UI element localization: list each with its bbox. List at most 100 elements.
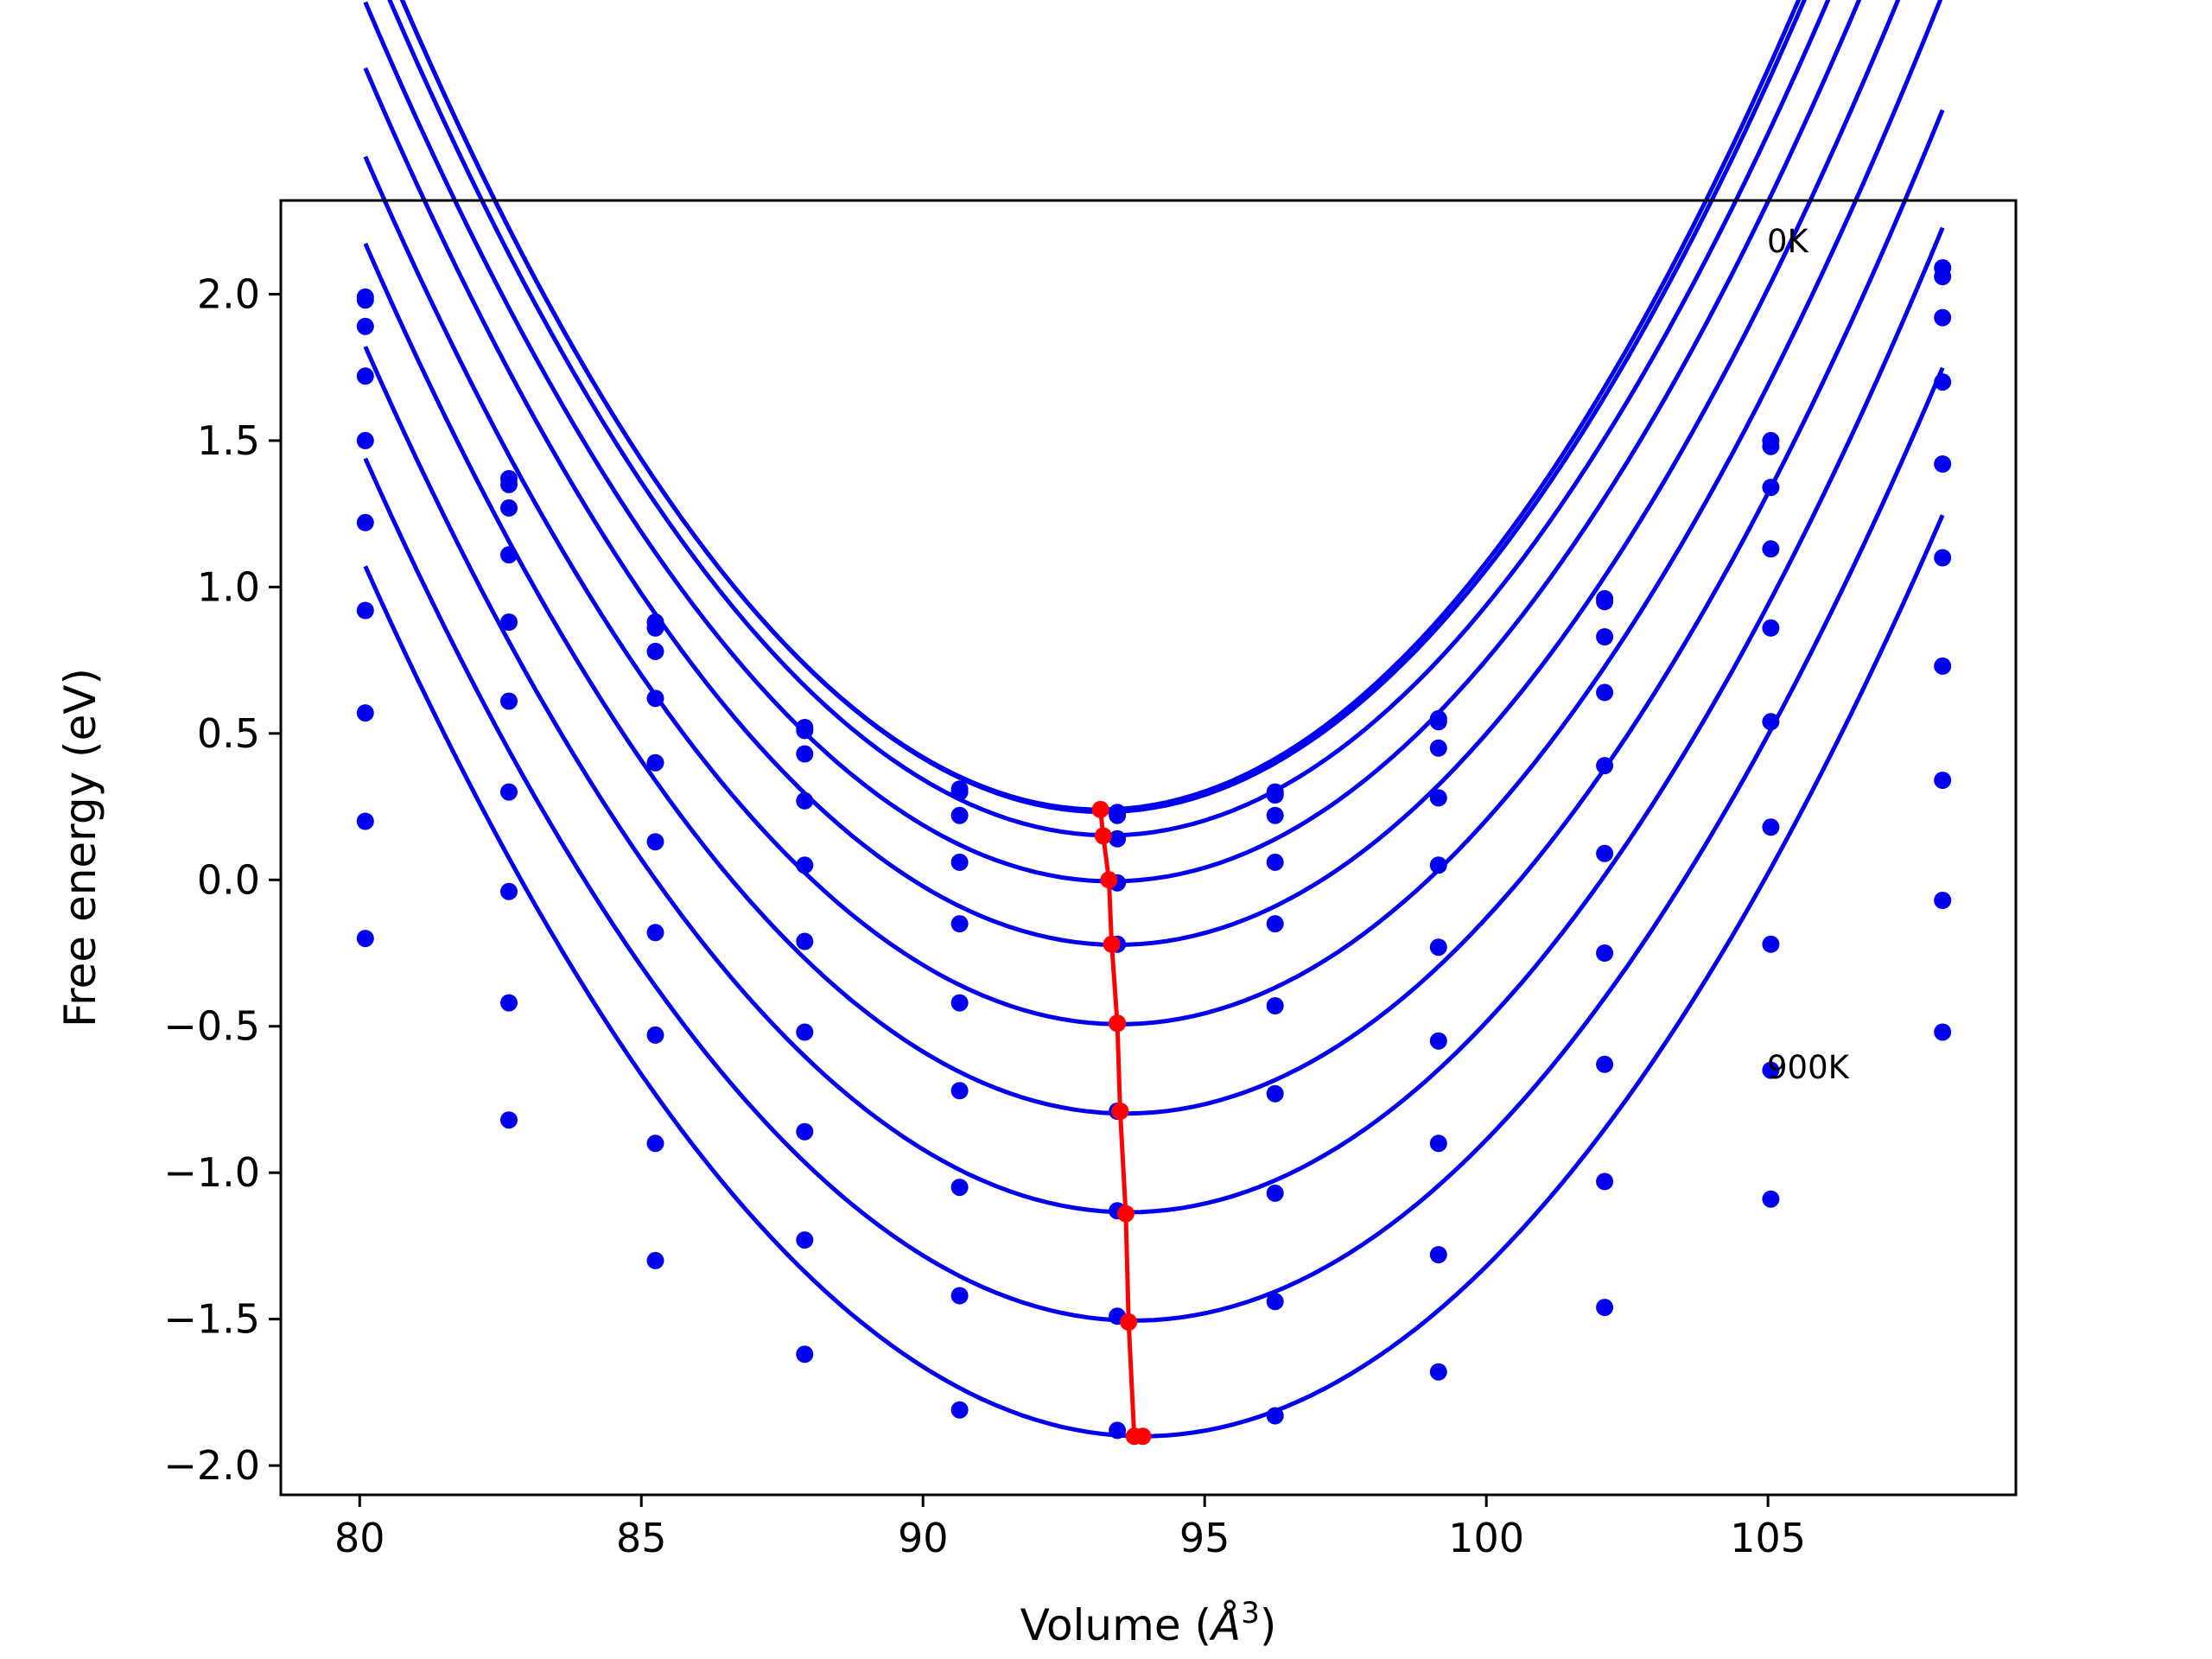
data-point: [1429, 938, 1447, 957]
minimum-line: [1091, 800, 1152, 1446]
data-point: [1266, 1084, 1284, 1103]
data-point: [1934, 455, 1952, 473]
data-point: [796, 856, 814, 874]
data-point: [1429, 1246, 1447, 1264]
data-point: [1762, 437, 1780, 455]
data-point: [500, 613, 518, 631]
minimum-point: [1094, 827, 1112, 845]
annotation-0k: 0K: [1767, 223, 1810, 260]
y-tick-label: 0.0: [197, 856, 260, 903]
data-point: [1266, 1184, 1284, 1202]
data-point: [1596, 944, 1614, 962]
fit-curve-7: [363, 226, 1945, 1215]
minimum-point: [1091, 800, 1109, 818]
data-point: [950, 1179, 969, 1197]
data-point: [1762, 935, 1780, 953]
data-point: [796, 1345, 814, 1363]
fit-curve-5: [363, 0, 1943, 1027]
x-tick-label: 90: [898, 1515, 949, 1561]
data-point: [1934, 1023, 1952, 1041]
data-point: [796, 791, 814, 810]
data-point: [500, 475, 518, 493]
data-point: [950, 853, 969, 871]
data-point: [1762, 1061, 1780, 1079]
x-tick-label: 85: [616, 1515, 667, 1561]
data-point: [950, 915, 969, 933]
data-point: [796, 745, 814, 763]
fit-curve-9: [363, 514, 1945, 1439]
data-point: [1762, 713, 1780, 731]
minimum-point: [1109, 1014, 1127, 1033]
data-point: [1266, 806, 1284, 824]
data-point: [1596, 1173, 1614, 1191]
y-axis-ticks: −2.0 −1.5 −1.0 −0.5 0.0 0.5 1.0 1.5 2.0: [163, 270, 281, 1489]
data-point: [646, 753, 664, 772]
fit-curve-8: [363, 366, 1945, 1323]
data-point: [1934, 549, 1952, 567]
y-tick-label: −0.5: [163, 1003, 260, 1050]
minimum-point: [1134, 1427, 1152, 1446]
fit-curve-4: [363, 0, 1901, 948]
data-point: [1934, 892, 1952, 909]
data-point: [1596, 683, 1614, 702]
data-point: [950, 1401, 969, 1419]
data-point: [1934, 657, 1952, 675]
data-point: [646, 690, 664, 708]
x-tick-label: 105: [1730, 1515, 1806, 1561]
data-point: [500, 546, 518, 564]
data-point: [950, 1082, 969, 1100]
data-point: [646, 833, 664, 851]
data-point: [1266, 853, 1284, 871]
data-point: [500, 692, 518, 710]
data-point: [646, 642, 664, 660]
x-axis-label: Volume (Å3): [1020, 1596, 1277, 1650]
data-point: [356, 704, 374, 722]
data-point: [500, 1111, 518, 1129]
data-point: [1109, 806, 1127, 824]
data-point: [1109, 1421, 1127, 1440]
y-tick-label: 1.0: [197, 563, 260, 610]
data-point: [1109, 830, 1127, 848]
data-point: [950, 783, 969, 801]
data-point: [796, 932, 814, 950]
data-point: [1596, 1055, 1614, 1073]
data-point: [646, 924, 664, 942]
data-point: [1596, 593, 1614, 611]
data-point: [1429, 856, 1447, 874]
data-point: [1266, 786, 1284, 804]
fit-curve-2: [387, 0, 1831, 838]
data-point: [1762, 540, 1780, 558]
y-tick-label: −2.0: [163, 1442, 260, 1489]
fit-curve-1: [399, 0, 1807, 815]
data-point: [796, 1231, 814, 1249]
fit-curves: [363, 0, 1945, 1439]
data-point: [1266, 1293, 1284, 1311]
data-point: [1762, 818, 1780, 836]
data-point: [950, 806, 969, 824]
data-point: [1266, 915, 1284, 933]
data-point: [356, 317, 374, 335]
data-point: [356, 431, 374, 449]
data-point: [1934, 772, 1952, 789]
y-tick-label: 0.5: [197, 710, 260, 757]
data-point: [1266, 997, 1284, 1014]
data-point: [796, 721, 814, 740]
minimum-point: [1120, 1313, 1138, 1331]
data-point: [1934, 268, 1952, 286]
x-tick-label: 80: [334, 1515, 385, 1561]
y-tick-label: −1.0: [163, 1149, 260, 1196]
data-point: [1934, 308, 1952, 327]
fit-curve-3: [363, 0, 1862, 884]
data-point: [646, 1251, 664, 1269]
data-point: [1429, 1363, 1447, 1381]
minimum-point: [1100, 871, 1118, 889]
data-point: [950, 994, 969, 1012]
y-tick-label: −1.5: [163, 1296, 260, 1343]
y-tick-label: 1.5: [197, 417, 260, 464]
data-point: [950, 1287, 969, 1305]
data-point: [500, 783, 518, 801]
y-axis-label: Free energy (eV): [55, 668, 105, 1027]
data-point: [1596, 757, 1614, 775]
data-point: [1762, 479, 1780, 497]
fit-curve-6: [363, 109, 1945, 1116]
